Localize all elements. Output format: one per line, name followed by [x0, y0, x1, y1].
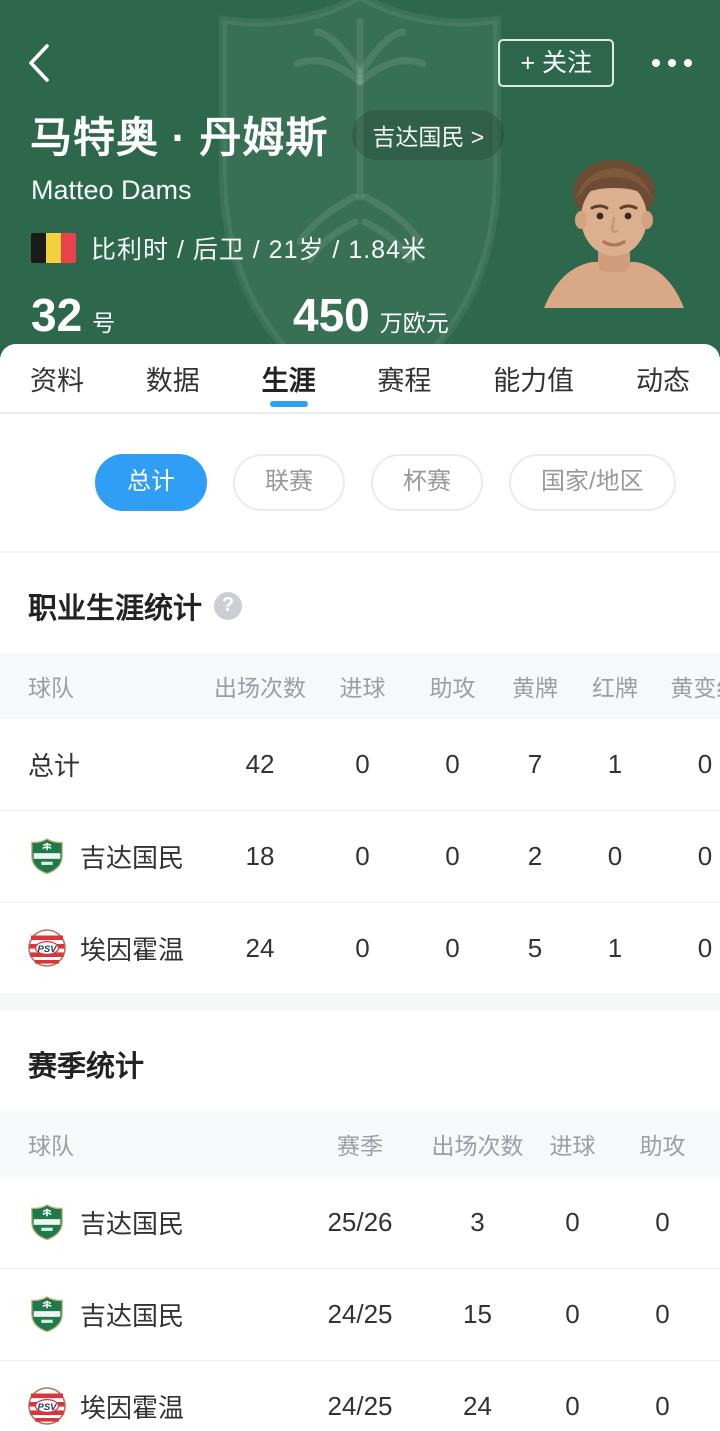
- competition-filter-bar: 总计 联赛 杯赛 国家/地区: [0, 414, 720, 553]
- follow-button[interactable]: + 关注: [498, 39, 614, 87]
- market-value-number: 450: [293, 289, 370, 341]
- career-table: 球队 出场次数 进球 助攻 黄牌 红牌 黄变红 总计 42 0 0 7 1 0: [0, 652, 720, 995]
- career-row-psv[interactable]: 埃因霍温 24 0 0 5 1 0: [0, 902, 720, 995]
- filter-national[interactable]: 国家/地区: [509, 454, 676, 511]
- season-row-alahli-2526[interactable]: 吉达国民 25/26 3 0 0: [0, 1176, 720, 1269]
- team-logo-psv: [28, 1387, 66, 1426]
- season-table-header: 球队 赛季 出场次数 进球 助攻: [0, 1110, 720, 1177]
- jersey-unit: 号: [92, 310, 116, 336]
- jersey-number: 32: [31, 289, 83, 341]
- player-name-en: Matteo Dams: [31, 175, 192, 205]
- tab-rating[interactable]: 能力值: [493, 365, 575, 396]
- team-link-pill[interactable]: 吉达国民 >: [352, 109, 505, 160]
- player-photo: [544, 160, 684, 308]
- career-stats-section: 职业生涯统计 ? 球队 出场次数 进球 助攻 黄牌 红牌 黄变红 总计 42 0…: [0, 553, 720, 995]
- filter-total[interactable]: 总计: [95, 454, 207, 511]
- player-header: + 关注 马特奥 · 丹姆斯 吉达国民 > Matteo Dams 比利时 / …: [0, 0, 720, 358]
- market-value-unit: 万欧元: [379, 310, 449, 336]
- career-section-title: 职业生涯统计: [28, 592, 203, 625]
- season-row-psv-2425[interactable]: 埃因霍温 24/25 24 0 0: [0, 1360, 720, 1431]
- filter-league[interactable]: 联赛: [233, 454, 345, 511]
- career-table-header: 球队 出场次数 进球 助攻 黄牌 红牌 黄变红: [0, 652, 720, 719]
- chevron-left-icon: [29, 44, 49, 82]
- tab-career[interactable]: 生涯: [262, 343, 316, 413]
- tab-schedule[interactable]: 赛程: [377, 365, 432, 396]
- content-card: 资料 数据 生涯 赛程 能力值 动态 总计 联赛 杯赛 国家/地区 职业生涯统计…: [0, 344, 720, 1431]
- tab-profile[interactable]: 资料: [30, 365, 84, 396]
- ellipsis-icon: [652, 59, 660, 67]
- season-section-title: 赛季统计: [28, 1050, 145, 1083]
- team-logo-psv: [28, 929, 66, 968]
- top-bar: + 关注: [0, 0, 720, 87]
- team-logo-al-ahli: [31, 1296, 63, 1333]
- belgium-flag-icon: [31, 233, 76, 263]
- tab-bar: 资料 数据 生涯 赛程 能力值 动态: [0, 344, 720, 414]
- back-button[interactable]: [26, 40, 60, 86]
- season-table: 球队 赛季 出场次数 进球 助攻 吉达国民 25/26 3 0 0 吉达国民: [0, 1110, 720, 1431]
- career-row-total[interactable]: 总计 42 0 0 7 1 0: [0, 718, 720, 811]
- active-tab-underline: [269, 401, 308, 407]
- player-info-line: 比利时 / 后卫 / 21岁 / 1.84米: [91, 236, 427, 264]
- tab-feed[interactable]: 动态: [635, 365, 690, 396]
- help-icon[interactable]: ?: [214, 591, 243, 620]
- more-menu-button[interactable]: [652, 53, 692, 73]
- season-row-alahli-2425[interactable]: 吉达国民 24/25 15 0 0: [0, 1268, 720, 1361]
- career-row-alahli[interactable]: 吉达国民 18 0 0 2 0 0: [0, 810, 720, 903]
- team-logo-al-ahli: [31, 838, 63, 875]
- season-stats-section: 赛季统计 球队 赛季 出场次数 进球 助攻 吉达国民 25/26 3 0 0: [0, 1011, 720, 1431]
- section-divider: [0, 994, 720, 1011]
- player-name-cn: 马特奥 · 丹姆斯: [30, 114, 329, 161]
- tab-data[interactable]: 数据: [145, 365, 200, 396]
- team-logo-al-ahli: [31, 1204, 63, 1241]
- filter-cup[interactable]: 杯赛: [371, 454, 483, 511]
